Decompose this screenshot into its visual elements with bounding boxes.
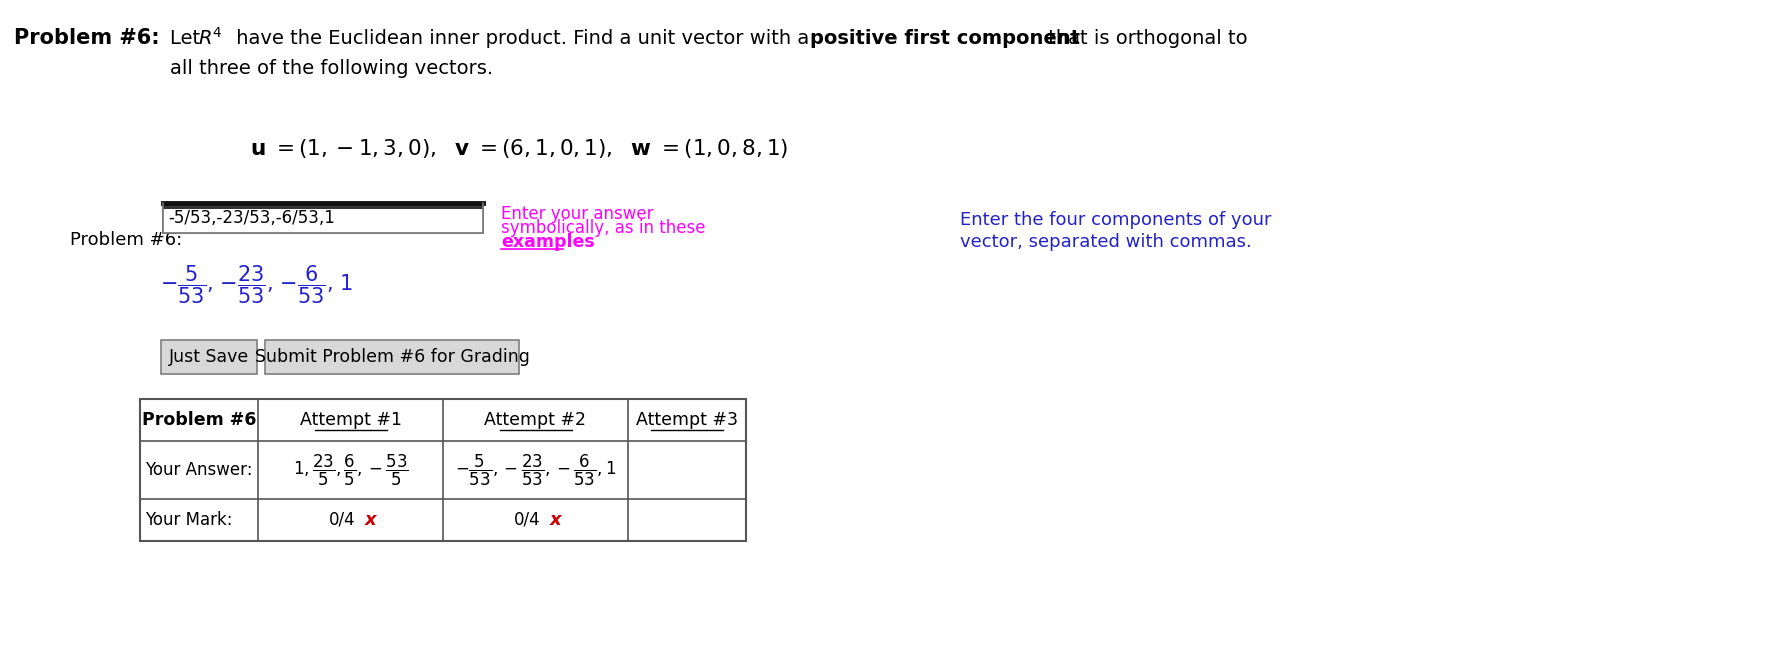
Text: that is orthogonal to: that is orthogonal to xyxy=(1042,29,1248,48)
Text: examples: examples xyxy=(501,233,595,251)
Text: -5/53,-23/53,-6/53,1: -5/53,-23/53,-6/53,1 xyxy=(168,209,334,227)
Bar xyxy=(163,209,483,233)
Text: all three of the following vectors.: all three of the following vectors. xyxy=(170,58,493,78)
Text: $-\dfrac{5}{53},-\dfrac{23}{53},-\dfrac{6}{53},1$: $-\dfrac{5}{53},-\dfrac{23}{53},-\dfrac{… xyxy=(454,452,617,488)
Text: Problem #6:: Problem #6: xyxy=(70,231,182,249)
Text: 0/4: 0/4 xyxy=(515,511,540,529)
Text: Attempt #1: Attempt #1 xyxy=(300,411,402,429)
Text: $\mathbf{u}$ $= (1,-1,3,0),$  $\mathbf{v}$ $= (6,1,0,1),$  $\mathbf{w}$ $= (1,0,: $\mathbf{u}$ $= (1,-1,3,0),$ $\mathbf{v}… xyxy=(250,137,789,159)
Bar xyxy=(163,203,483,233)
Text: Just Save: Just Save xyxy=(168,348,249,366)
Text: $-\dfrac{5}{53}$, $-\dfrac{23}{53}$, $-\dfrac{6}{53}$, $1$: $-\dfrac{5}{53}$, $-\dfrac{23}{53}$, $-\… xyxy=(159,264,354,306)
Text: Attempt #2: Attempt #2 xyxy=(485,411,586,429)
Text: have the Euclidean inner product. Find a unit vector with a: have the Euclidean inner product. Find a… xyxy=(231,29,815,48)
Bar xyxy=(163,203,483,209)
Text: Let: Let xyxy=(170,29,206,48)
Text: Attempt #3: Attempt #3 xyxy=(637,411,738,429)
Bar xyxy=(139,399,746,541)
Text: Problem #6: Problem #6 xyxy=(141,411,256,429)
Text: Enter your answer: Enter your answer xyxy=(501,205,653,223)
Text: $1,\dfrac{23}{5},\dfrac{6}{5},-\dfrac{53}{5}$: $1,\dfrac{23}{5},\dfrac{6}{5},-\dfrac{53… xyxy=(293,452,408,488)
FancyBboxPatch shape xyxy=(161,340,257,374)
Text: Enter the four components of your: Enter the four components of your xyxy=(960,211,1271,229)
Text: Your Mark:: Your Mark: xyxy=(145,511,232,529)
Text: 0/4: 0/4 xyxy=(329,511,356,529)
Text: symbolically, as in these: symbolically, as in these xyxy=(501,219,706,237)
Text: x: x xyxy=(549,511,561,529)
Text: Submit Problem #6 for Grading: Submit Problem #6 for Grading xyxy=(254,348,529,366)
FancyBboxPatch shape xyxy=(265,340,519,374)
Text: vector, separated with commas.: vector, separated with commas. xyxy=(960,233,1252,251)
Text: Your Answer:: Your Answer: xyxy=(145,461,252,479)
Text: x: x xyxy=(365,511,375,529)
Text: positive first component: positive first component xyxy=(810,29,1080,48)
Text: Problem #6:: Problem #6: xyxy=(14,28,159,48)
Text: $R^4$: $R^4$ xyxy=(198,27,224,49)
